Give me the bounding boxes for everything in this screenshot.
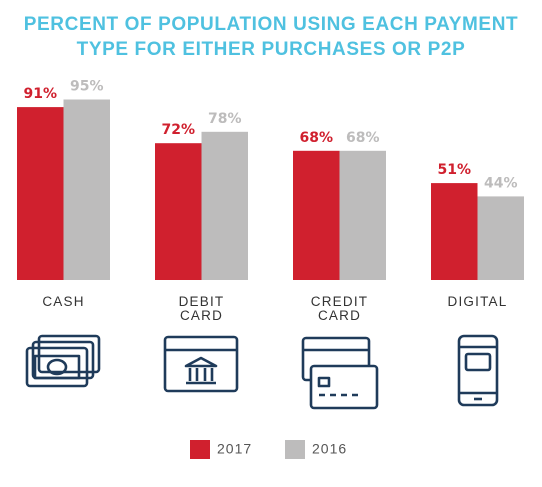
value-label: 72% <box>161 122 195 138</box>
chart-title: PERCENT OF POPULATION USING EACH PAYMENT… <box>23 14 519 60</box>
category-label: CASH <box>42 294 85 309</box>
legend-label: 2017 <box>217 441 252 457</box>
value-label: 44% <box>484 175 518 191</box>
bar <box>339 150 386 280</box>
value-label: 78% <box>208 111 242 127</box>
debit-card-icon <box>163 335 239 393</box>
legend-swatch <box>285 440 305 459</box>
category-label: DIGITAL <box>447 294 508 309</box>
legend-swatch <box>190 440 210 459</box>
bar <box>431 183 478 280</box>
value-label: 68% <box>299 130 333 146</box>
bar <box>155 143 202 280</box>
bar <box>477 196 524 280</box>
value-label: 51% <box>437 162 471 178</box>
bar <box>293 150 340 280</box>
bar <box>201 131 248 280</box>
bar <box>17 107 64 280</box>
digital-icon <box>457 334 499 407</box>
cash-icon <box>25 334 101 388</box>
credit-card-icon <box>301 336 379 410</box>
category-label: CREDIT CARD <box>310 294 369 323</box>
category-label: DEBIT CARD <box>178 294 225 323</box>
value-label: 68% <box>346 130 380 146</box>
legend-label: 2016 <box>312 441 347 457</box>
value-label: 91% <box>23 86 57 102</box>
bar <box>63 99 110 280</box>
value-label: 95% <box>70 79 104 95</box>
